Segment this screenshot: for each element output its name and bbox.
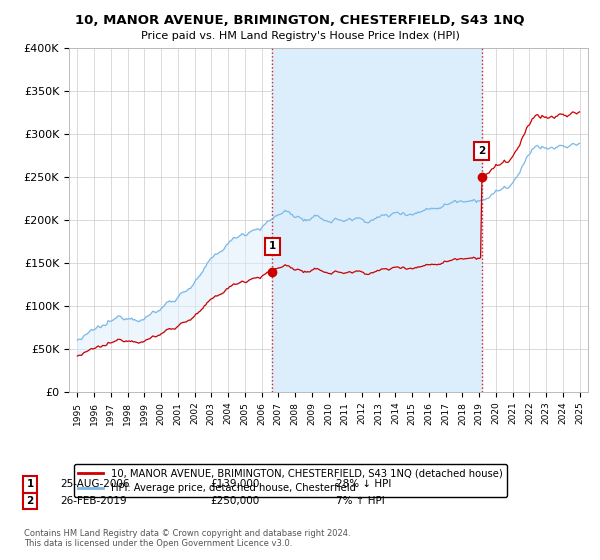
Text: £250,000: £250,000 <box>210 496 259 506</box>
Text: 1: 1 <box>26 479 34 489</box>
Text: 2: 2 <box>478 146 485 156</box>
Bar <box>272 48 482 392</box>
Text: Contains HM Land Registry data © Crown copyright and database right 2024.
This d: Contains HM Land Registry data © Crown c… <box>24 529 350 548</box>
Text: 26-FEB-2019: 26-FEB-2019 <box>60 496 127 506</box>
Text: 10, MANOR AVENUE, BRIMINGTON, CHESTERFIELD, S43 1NQ: 10, MANOR AVENUE, BRIMINGTON, CHESTERFIE… <box>75 14 525 27</box>
Text: Price paid vs. HM Land Registry's House Price Index (HPI): Price paid vs. HM Land Registry's House … <box>140 31 460 41</box>
Text: 25-AUG-2006: 25-AUG-2006 <box>60 479 130 489</box>
Legend: 10, MANOR AVENUE, BRIMINGTON, CHESTERFIELD, S43 1NQ (detached house), HPI: Avera: 10, MANOR AVENUE, BRIMINGTON, CHESTERFIE… <box>74 464 507 497</box>
Text: 7% ↑ HPI: 7% ↑ HPI <box>336 496 385 506</box>
Text: 1: 1 <box>269 241 276 251</box>
Text: 28% ↓ HPI: 28% ↓ HPI <box>336 479 391 489</box>
Text: £139,000: £139,000 <box>210 479 259 489</box>
Text: 2: 2 <box>26 496 34 506</box>
